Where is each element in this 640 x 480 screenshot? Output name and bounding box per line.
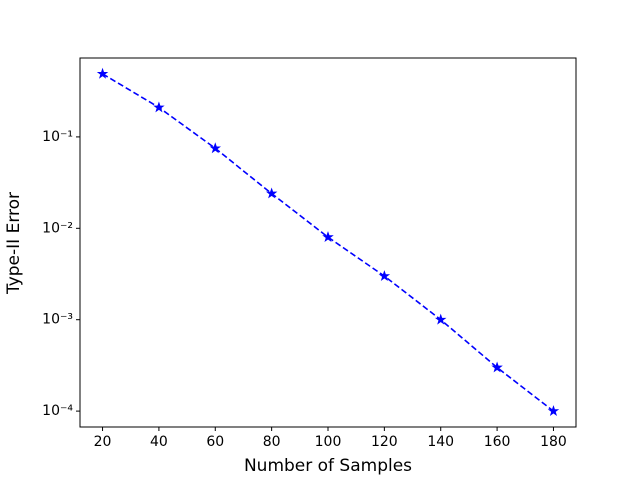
x-tick-label: 180 bbox=[540, 434, 567, 450]
y-tick-label: 10⁻³ bbox=[42, 312, 73, 328]
data-point bbox=[209, 142, 222, 154]
plot-frame bbox=[79, 57, 577, 428]
data-point bbox=[434, 313, 447, 325]
y-axis-label: Type-II Error bbox=[4, 192, 24, 295]
data-point bbox=[547, 405, 560, 416]
y-tick-label: 10⁻¹ bbox=[42, 129, 73, 145]
data-line bbox=[102, 73, 554, 412]
data-point bbox=[96, 67, 109, 79]
x-tick-label: 40 bbox=[150, 434, 168, 450]
data-point bbox=[153, 101, 165, 113]
data-point bbox=[265, 187, 278, 199]
y-tick-label: 10⁻⁴ bbox=[42, 403, 73, 419]
y-tick-label: 10⁻² bbox=[42, 220, 73, 236]
x-axis-label: Number of Samples bbox=[244, 456, 412, 476]
x-tick-label: 160 bbox=[484, 434, 511, 450]
data-point bbox=[491, 361, 503, 373]
data-point bbox=[322, 231, 334, 243]
x-tick-label: 100 bbox=[315, 434, 342, 450]
data-point bbox=[378, 270, 391, 281]
x-tick-label: 60 bbox=[206, 434, 224, 450]
x-tick-label: 20 bbox=[94, 434, 112, 450]
x-tick-label: 120 bbox=[371, 434, 398, 450]
x-tick-label: 140 bbox=[427, 434, 454, 450]
x-tick-label: 80 bbox=[263, 434, 281, 450]
